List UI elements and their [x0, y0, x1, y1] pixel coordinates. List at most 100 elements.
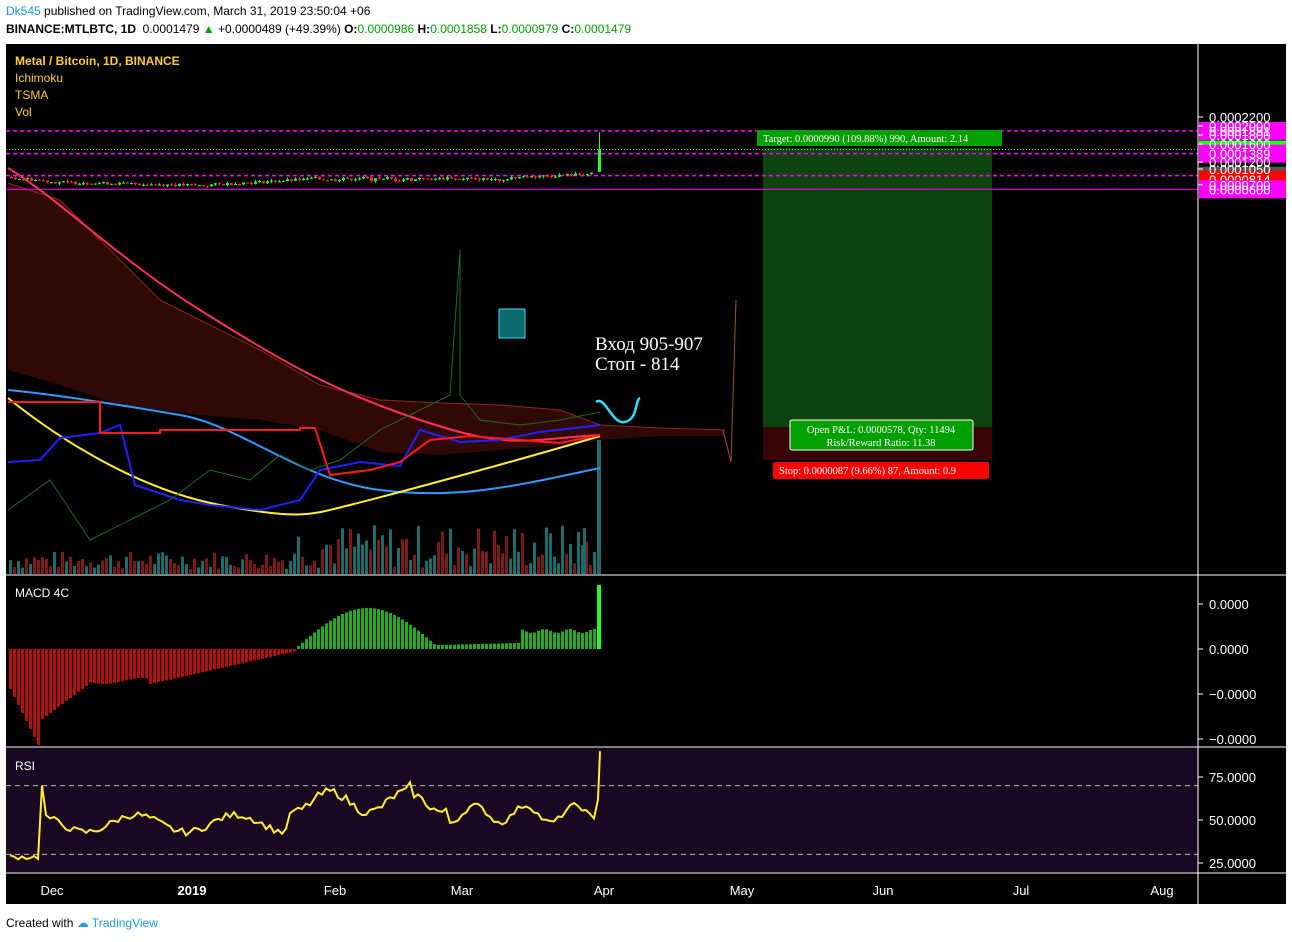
candle-body[interactable] [206, 185, 209, 187]
candle-body[interactable] [374, 178, 377, 182]
candle-body[interactable] [38, 180, 41, 182]
candle-body[interactable] [150, 184, 153, 186]
candle-body[interactable] [110, 183, 113, 185]
candle-body[interactable] [454, 178, 457, 180]
candle-body[interactable] [138, 184, 141, 186]
candle-body[interactable] [14, 177, 17, 180]
candle-body[interactable] [262, 181, 265, 184]
candle-body[interactable] [466, 177, 469, 180]
candle-body[interactable] [18, 179, 21, 181]
candle-body[interactable] [410, 178, 413, 181]
candle-body[interactable] [474, 178, 477, 180]
candle-body[interactable] [102, 182, 105, 184]
candle-body[interactable] [450, 177, 453, 179]
candle-body[interactable] [218, 183, 221, 185]
candle-body[interactable] [542, 175, 545, 177]
candle-body[interactable] [370, 177, 373, 182]
macd-pane[interactable] [9, 585, 601, 745]
candle-body[interactable] [342, 177, 345, 180]
candle-body[interactable] [598, 149, 601, 172]
candle-body[interactable] [438, 178, 441, 180]
candle-body[interactable] [106, 182, 109, 185]
candle-body[interactable] [214, 183, 217, 185]
candle-body[interactable] [546, 175, 549, 177]
candle-body[interactable] [194, 184, 197, 186]
candle-body[interactable] [394, 178, 397, 181]
author-link[interactable]: Dk545 [6, 4, 41, 18]
time-axis[interactable]: Dec 2019 Feb Mar Apr May Jun Jul Aug [40, 883, 1173, 898]
candle-body[interactable] [354, 179, 357, 181]
candle-body[interactable] [486, 178, 489, 180]
candle-body[interactable] [142, 184, 145, 186]
candle-body[interactable] [302, 178, 305, 181]
candle-body[interactable] [322, 179, 325, 181]
candle-body[interactable] [510, 177, 513, 180]
candle-body[interactable] [422, 178, 425, 180]
candle-body[interactable] [114, 183, 117, 185]
candle-body[interactable] [286, 179, 289, 181]
candle-body[interactable] [346, 177, 349, 179]
rsi-label[interactable]: RSI [15, 759, 35, 773]
candle-body[interactable] [258, 181, 261, 183]
candle-body[interactable] [50, 182, 53, 184]
candle-body[interactable] [482, 178, 485, 180]
candle-body[interactable] [122, 182, 125, 184]
candle-body[interactable] [554, 176, 557, 178]
candle-body[interactable] [498, 178, 501, 181]
candle-body[interactable] [22, 179, 25, 181]
candle-body[interactable] [66, 181, 69, 183]
candle-body[interactable] [78, 183, 81, 185]
candle-body[interactable] [182, 183, 185, 186]
candle-body[interactable] [574, 173, 577, 176]
candle-body[interactable] [158, 184, 161, 186]
candle-body[interactable] [426, 178, 429, 180]
candle-body[interactable] [562, 174, 565, 176]
candle-body[interactable] [290, 179, 293, 181]
candle-body[interactable] [530, 176, 533, 178]
candle-body[interactable] [578, 173, 581, 175]
candle-body[interactable] [178, 183, 181, 186]
candle-body[interactable] [414, 179, 417, 181]
candle-body[interactable] [90, 183, 93, 185]
candle-body[interactable] [590, 172, 593, 175]
candle-body[interactable] [202, 185, 205, 187]
candle-body[interactable] [398, 180, 401, 182]
candle-body[interactable] [586, 174, 589, 176]
candle-body[interactable] [82, 183, 85, 185]
candle-body[interactable] [558, 174, 561, 177]
candle-body[interactable] [334, 179, 337, 181]
profit-zone[interactable] [763, 148, 992, 427]
candle-body[interactable] [490, 179, 493, 181]
macd-label[interactable]: MACD 4C [15, 586, 69, 600]
candle-body[interactable] [358, 178, 361, 180]
candle-body[interactable] [570, 173, 573, 176]
candle-body[interactable] [46, 180, 49, 183]
candle-body[interactable] [186, 184, 189, 186]
candle-body[interactable] [242, 182, 245, 185]
indicator-vol[interactable]: Vol [15, 105, 32, 119]
candle-body[interactable] [314, 176, 317, 178]
candle-body[interactable] [382, 178, 385, 180]
candle-body[interactable] [378, 178, 381, 180]
stop-annotation[interactable]: Стоп - 814 [595, 354, 680, 375]
candle-body[interactable] [538, 176, 541, 178]
candle-body[interactable] [366, 177, 369, 179]
candle-body[interactable] [154, 184, 157, 186]
candle-body[interactable] [174, 184, 177, 186]
candle-body[interactable] [230, 183, 233, 185]
candle-body[interactable] [246, 182, 249, 184]
candle-body[interactable] [250, 182, 253, 184]
candle-body[interactable] [266, 181, 269, 184]
candle-body[interactable] [222, 183, 225, 186]
candle-body[interactable] [190, 184, 193, 186]
candle-body[interactable] [442, 178, 445, 180]
candle-body[interactable] [62, 181, 65, 183]
candle-body[interactable] [518, 177, 521, 179]
indicator-tsma[interactable]: TSMA [15, 88, 48, 102]
candle-body[interactable] [210, 184, 213, 187]
candle-body[interactable] [198, 185, 201, 187]
candle-body[interactable] [58, 182, 61, 184]
target-label-bg[interactable] [757, 130, 1002, 146]
candle-body[interactable] [462, 179, 465, 181]
